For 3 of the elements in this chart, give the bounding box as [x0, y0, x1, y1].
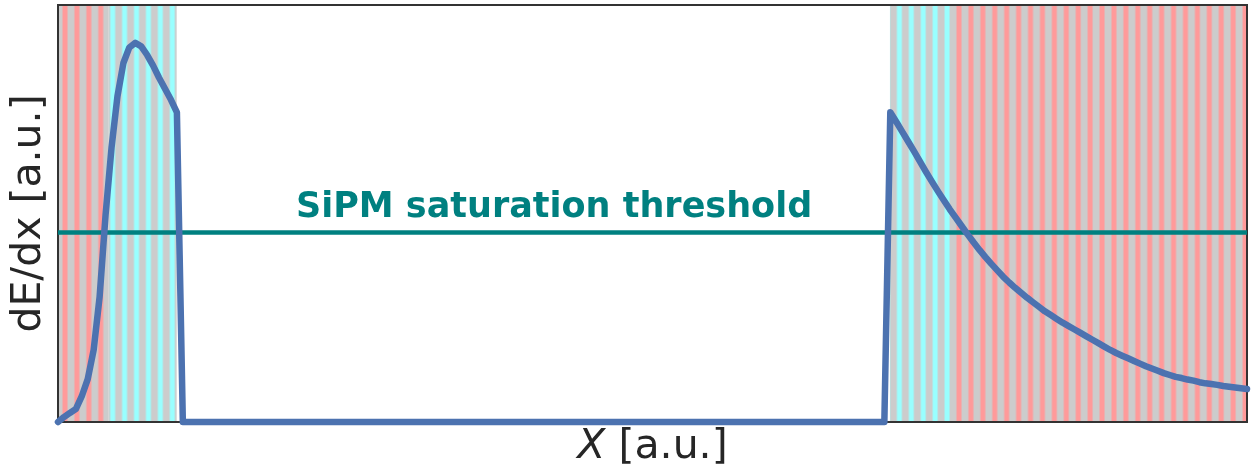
- x-axis-title: X [a.u.]: [575, 419, 728, 468]
- y-axis-title: dE/dx [a.u.]: [1, 94, 50, 333]
- ref-line-label: SiPM saturation threshold: [296, 184, 813, 225]
